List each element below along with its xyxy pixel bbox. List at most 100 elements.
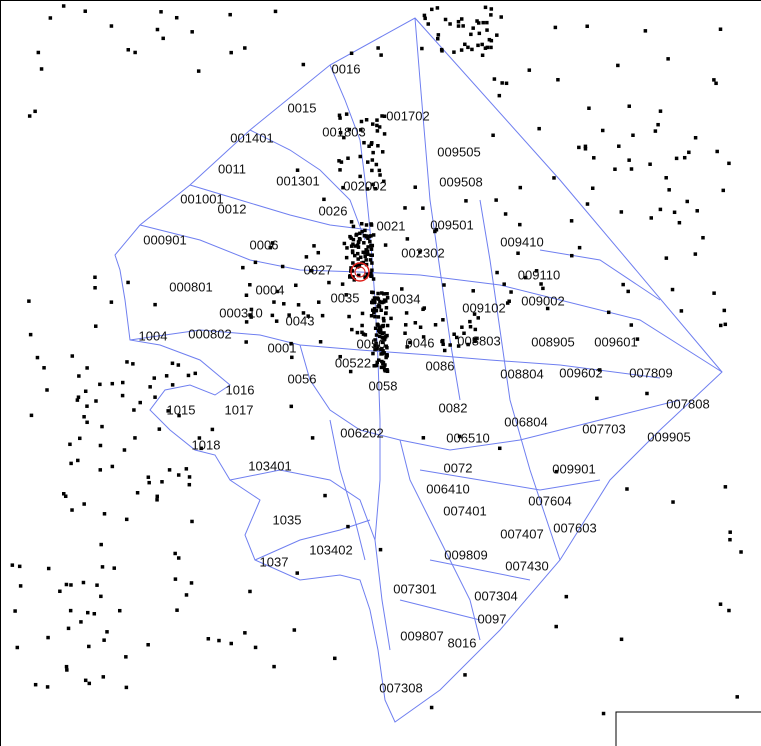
point — [687, 150, 691, 155]
point — [466, 342, 470, 347]
point — [541, 286, 545, 291]
point — [374, 341, 378, 346]
point — [723, 485, 728, 489]
point — [373, 186, 378, 191]
point — [375, 296, 380, 300]
point — [306, 314, 310, 318]
point — [45, 685, 50, 689]
tract-label: 000310 — [219, 305, 262, 320]
point — [341, 185, 345, 190]
hospital-marker-inner — [354, 266, 366, 278]
point — [456, 344, 461, 348]
point — [379, 53, 383, 57]
point — [249, 307, 254, 312]
point — [400, 287, 404, 291]
point — [62, 492, 66, 496]
point — [361, 250, 365, 255]
point — [270, 313, 275, 318]
point — [157, 427, 162, 431]
point — [272, 300, 276, 304]
tract-label: 009410 — [500, 234, 543, 249]
point — [382, 179, 386, 184]
point — [727, 161, 731, 166]
point — [426, 22, 431, 26]
point — [441, 318, 445, 322]
point — [39, 67, 44, 71]
point — [554, 624, 558, 629]
tract-label: 0086 — [426, 358, 455, 373]
point — [76, 395, 81, 399]
point — [421, 335, 426, 339]
point — [695, 209, 699, 213]
point — [418, 325, 423, 329]
point — [375, 123, 379, 128]
tract-label: 0058 — [369, 378, 398, 393]
tract-label: 009501 — [430, 217, 473, 232]
point — [369, 243, 373, 248]
point — [229, 50, 233, 55]
point — [323, 493, 327, 498]
point — [356, 240, 361, 245]
point — [253, 260, 258, 265]
point — [492, 77, 497, 81]
point — [353, 253, 357, 258]
point — [476, 43, 480, 48]
point — [577, 245, 582, 250]
point — [35, 355, 40, 360]
tract-label: 001301 — [276, 173, 319, 188]
point — [272, 664, 276, 669]
point — [375, 346, 379, 351]
tract-label: 0035 — [331, 290, 360, 305]
point — [643, 29, 648, 33]
point — [723, 322, 728, 327]
point — [475, 19, 479, 23]
point — [497, 446, 502, 451]
point — [645, 391, 649, 396]
point — [337, 113, 342, 118]
point — [363, 250, 367, 255]
point — [360, 229, 364, 234]
point — [109, 24, 114, 28]
point — [443, 17, 448, 22]
point — [342, 135, 346, 140]
point — [463, 673, 467, 677]
point — [27, 114, 32, 118]
tract-label: 009002 — [521, 293, 564, 308]
point — [436, 33, 441, 37]
point — [403, 323, 408, 327]
point — [370, 308, 375, 312]
point — [64, 582, 69, 587]
point — [359, 119, 364, 124]
point — [385, 333, 389, 338]
point — [361, 260, 366, 265]
point — [199, 446, 203, 451]
point — [85, 404, 89, 408]
point — [368, 239, 372, 244]
tract-label: 0006 — [250, 237, 279, 252]
point — [366, 252, 370, 257]
point — [161, 36, 165, 41]
point — [36, 50, 41, 55]
point — [296, 303, 301, 307]
point — [385, 323, 390, 328]
point — [712, 291, 716, 295]
point — [376, 305, 380, 309]
tract-label: 1017 — [225, 402, 254, 417]
point — [433, 323, 438, 327]
point — [167, 468, 172, 472]
tract-label: 007809 — [629, 365, 672, 380]
point — [339, 160, 344, 164]
point — [356, 245, 361, 249]
point — [98, 443, 103, 448]
point — [81, 580, 86, 585]
point — [569, 219, 574, 223]
tract-label: 0043 — [286, 313, 315, 328]
point — [244, 320, 249, 324]
point — [101, 675, 106, 679]
point — [309, 268, 314, 273]
point — [370, 261, 374, 265]
point — [370, 300, 374, 305]
point — [421, 206, 425, 210]
point — [333, 656, 337, 661]
point — [385, 292, 389, 296]
